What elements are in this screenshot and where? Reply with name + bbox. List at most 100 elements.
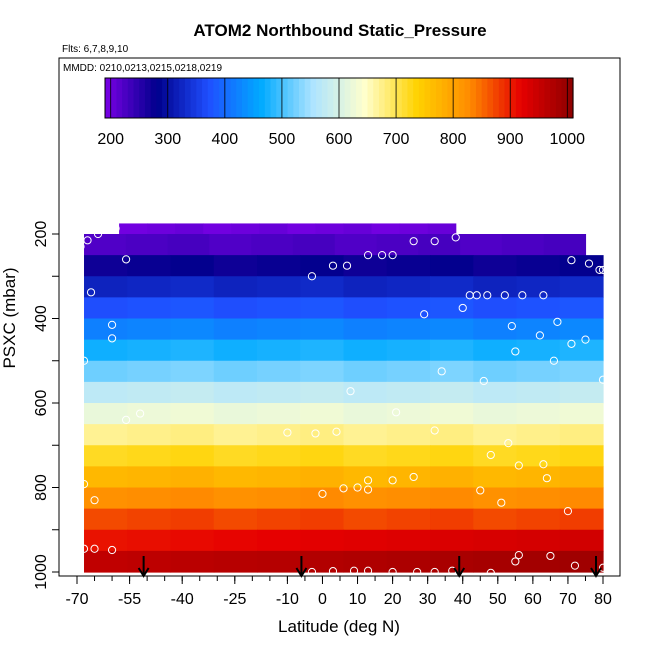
- data-point: [539, 291, 548, 300]
- heatmap-cell: [343, 381, 388, 404]
- colorbar-swatch: [447, 78, 454, 118]
- heatmap-cell: [386, 508, 431, 531]
- colorbar-swatch: [493, 78, 500, 118]
- heatmap-cell: [386, 466, 431, 489]
- heatmap-cell: [430, 487, 474, 510]
- heatmap-cell: [343, 550, 388, 573]
- heatmap-cell: [559, 466, 604, 489]
- colorbar-swatch: [367, 78, 374, 118]
- colorbar-swatch: [356, 78, 363, 118]
- data-point: [90, 496, 99, 505]
- data-point: [500, 291, 509, 300]
- heatmap-cell: [170, 276, 215, 298]
- colorbar-swatch: [150, 78, 157, 118]
- heatmap-cell: [84, 297, 128, 320]
- data-point: [121, 415, 131, 424]
- heatmap-cell: [516, 508, 561, 531]
- x-tick-label: -10: [276, 591, 299, 608]
- data-point: [409, 472, 418, 482]
- colorbar-swatch: [418, 78, 426, 118]
- colorbar-swatch: [321, 78, 329, 118]
- x-tick-label: 0: [318, 591, 327, 608]
- data-point: [90, 544, 99, 553]
- colorbar-swatch: [190, 78, 197, 118]
- heatmap-cell: [376, 234, 419, 256]
- heatmap-cell: [430, 381, 474, 404]
- heatmap-cell: [343, 424, 388, 446]
- colorbar-swatch: [281, 78, 289, 118]
- heatmap-cell: [516, 339, 561, 362]
- data-point: [353, 483, 362, 492]
- data-point: [507, 322, 516, 331]
- heatmap-cell: [430, 445, 474, 467]
- colorbar-swatch: [544, 78, 551, 118]
- x-tick-label: 20: [384, 591, 402, 608]
- heatmap-cell: [343, 318, 388, 341]
- heatmap-cell: [386, 255, 431, 277]
- heatmap-cell: [430, 466, 474, 489]
- heatmap-cell: [559, 360, 604, 383]
- data-point: [458, 303, 467, 313]
- heatmap-cell: [127, 550, 172, 573]
- heatmap-cell: [418, 234, 461, 256]
- heatmap-cell: [213, 318, 258, 341]
- data-point: [93, 229, 103, 239]
- data-point: [549, 356, 559, 365]
- heatmap-cell: [343, 297, 388, 320]
- colorbar-swatch: [327, 78, 334, 118]
- heatmap-cell: [334, 234, 378, 256]
- heatmap-cell: [127, 508, 172, 531]
- heatmap-cell: [343, 529, 388, 552]
- colorbar-swatch: [196, 78, 203, 118]
- y-axis-label: PSXC (mbar): [0, 267, 19, 368]
- data-point: [483, 291, 492, 300]
- heatmap-cell: [170, 424, 215, 446]
- heatmap-cell: [127, 276, 172, 298]
- heatmap-cell: [516, 424, 561, 446]
- heatmap-cell: [84, 318, 128, 341]
- data-point: [311, 429, 320, 438]
- colorbar-swatch: [287, 78, 294, 118]
- x-axis: -70 -55 -40 -25 -10 0 10 20 30 40 50 60 70 80: [65, 576, 612, 608]
- heatmap-cell: [127, 255, 172, 277]
- x-tick-label: -25: [223, 591, 246, 608]
- colorbar-swatch: [247, 78, 254, 118]
- heatmap-cell: [213, 424, 258, 446]
- heatmap-cell: [516, 381, 561, 404]
- data-point: [598, 563, 608, 572]
- heatmap-cell: [300, 445, 345, 467]
- heatmap-cell: [84, 339, 128, 362]
- colorbar-swatch: [127, 78, 135, 118]
- heatmap-cell: [386, 276, 431, 298]
- heatmap-cell: [127, 381, 172, 404]
- heatmap-cell: [213, 508, 258, 531]
- heatmap-cell: [343, 276, 388, 298]
- heatmap-cell: [559, 339, 604, 362]
- heatmap-cell: [257, 276, 301, 298]
- colorbar-swatch: [384, 78, 391, 118]
- colorbar-swatch: [538, 78, 546, 118]
- colorbar-tick-label: 300: [154, 131, 181, 148]
- data-point: [107, 334, 117, 343]
- heatmap-cell: [125, 234, 169, 256]
- colorbar-tick-label: 400: [212, 131, 239, 148]
- data-point: [570, 561, 580, 570]
- x-axis-label: Latitude (deg N): [278, 617, 400, 636]
- data-point: [567, 339, 576, 348]
- heatmap-cell: [430, 297, 474, 320]
- colorbar-swatch: [276, 78, 283, 118]
- heatmap-cell: [127, 318, 172, 341]
- heatmap-cell: [300, 487, 345, 510]
- x-tick-label: 50: [489, 591, 507, 608]
- data-point: [363, 566, 373, 575]
- heatmap-cell: [127, 529, 172, 552]
- colorbar-swatch: [299, 78, 306, 118]
- data-point: [104, 224, 113, 233]
- colorbar-swatch: [430, 78, 437, 118]
- colorbar-tick-label: 1000: [549, 131, 585, 148]
- heatmap-cell: [343, 508, 388, 531]
- data-point: [511, 347, 520, 356]
- data-point: [518, 291, 527, 300]
- data-point: [437, 367, 446, 376]
- heatmap-cell: [430, 550, 474, 573]
